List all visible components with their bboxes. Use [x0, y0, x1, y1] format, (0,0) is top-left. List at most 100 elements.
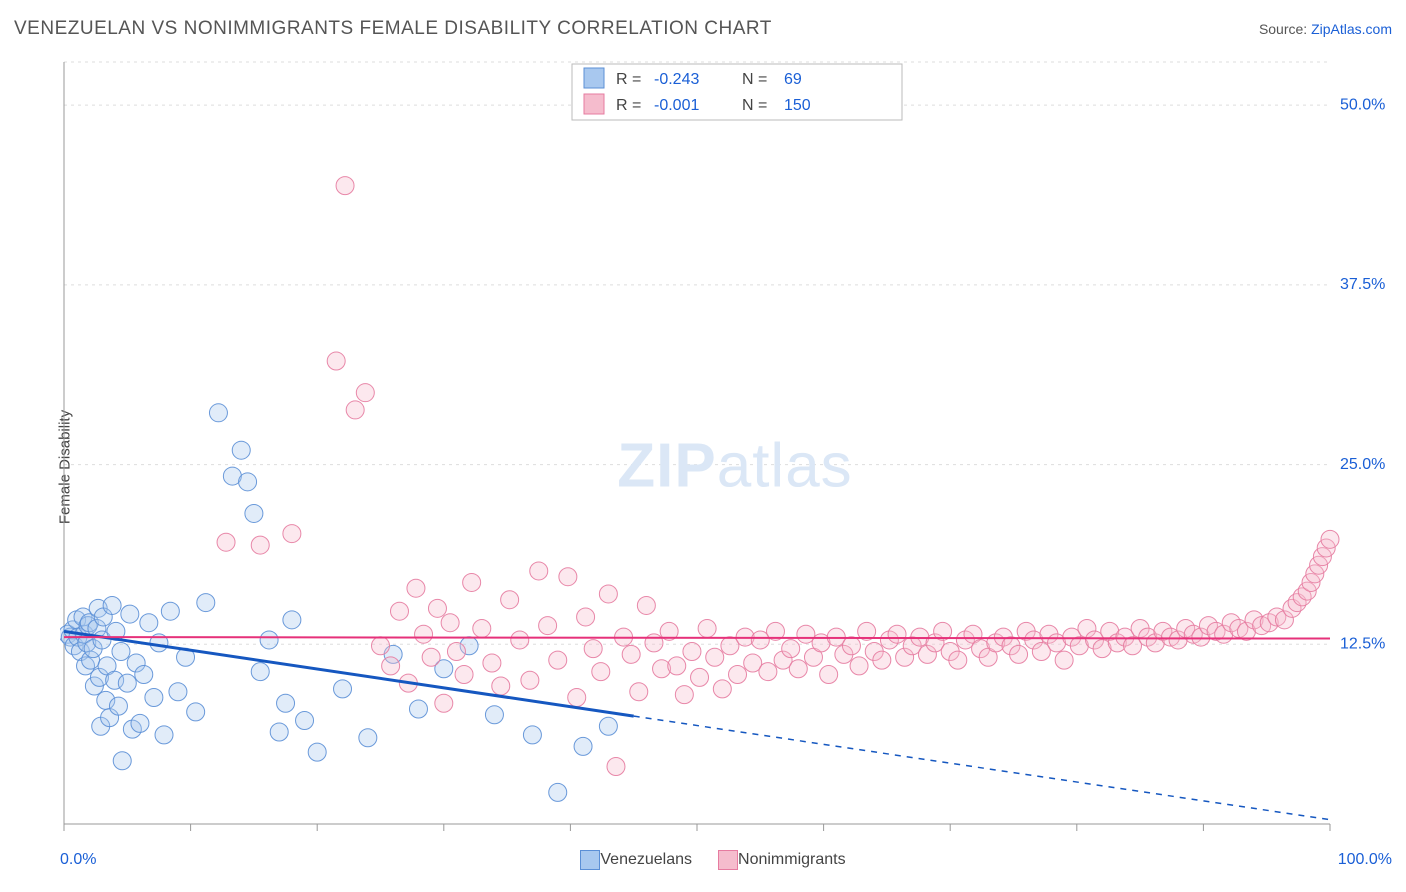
- scatter-plot: 12.5% 25.0% 37.5% 50.0% ZIPatlas R = -0.243 N =…: [60, 56, 1392, 838]
- data-point: [549, 783, 567, 801]
- data-point: [511, 631, 529, 649]
- data-point: [683, 642, 701, 660]
- data-point: [729, 665, 747, 683]
- data-point: [260, 631, 278, 649]
- y-tick-label: 50.0%: [1340, 96, 1385, 113]
- data-point: [346, 401, 364, 419]
- data-point: [277, 694, 295, 712]
- trendline-venezuelans-dashed: [634, 716, 1330, 820]
- data-point: [283, 525, 301, 543]
- data-point: [239, 473, 257, 491]
- stats-r-label: R =: [616, 97, 641, 114]
- data-point: [336, 177, 354, 195]
- data-point: [549, 651, 567, 669]
- data-point: [270, 723, 288, 741]
- data-point: [706, 648, 724, 666]
- data-point: [232, 441, 250, 459]
- source-label: Source:: [1259, 21, 1307, 37]
- data-point: [109, 697, 127, 715]
- data-point: [161, 602, 179, 620]
- x-axis-legend-row: 0.0% VenezuelansNonimmigrants 100.0%: [60, 842, 1392, 878]
- data-point: [145, 688, 163, 706]
- y-tick-label: 25.0%: [1340, 456, 1385, 473]
- data-point: [455, 665, 473, 683]
- data-point: [592, 663, 610, 681]
- data-point: [668, 657, 686, 675]
- data-point: [415, 625, 433, 643]
- watermark: ZIPatlas: [617, 432, 852, 501]
- data-point: [131, 714, 149, 732]
- data-point: [523, 726, 541, 744]
- data-point: [630, 683, 648, 701]
- data-point: [691, 668, 709, 686]
- data-point: [112, 642, 130, 660]
- data-point: [251, 663, 269, 681]
- data-point: [447, 642, 465, 660]
- data-point: [599, 585, 617, 603]
- stats-n-label: N =: [742, 71, 767, 88]
- data-point: [568, 688, 586, 706]
- data-point: [789, 660, 807, 678]
- stats-r-value: -0.243: [654, 71, 699, 88]
- stats-n-label: N =: [742, 97, 767, 114]
- x-max-label: 100.0%: [1338, 851, 1392, 869]
- data-point: [169, 683, 187, 701]
- data-point: [820, 665, 838, 683]
- data-point: [1055, 651, 1073, 669]
- legend-label: Venezuelans: [600, 851, 692, 868]
- data-point: [390, 602, 408, 620]
- legend-swatch: [580, 850, 600, 870]
- legend-label: Nonimmigrants: [738, 851, 846, 868]
- legend-swatch: [718, 850, 738, 870]
- chart-area: Female Disability 12.5%25.0%37.5%50.0%ZI…: [14, 56, 1392, 878]
- data-point: [584, 640, 602, 658]
- data-point: [622, 645, 640, 663]
- data-point: [1321, 530, 1339, 548]
- data-point: [873, 651, 891, 669]
- source-attribution: Source: ZipAtlas.com: [1259, 21, 1392, 37]
- y-tick-label: 12.5%: [1340, 636, 1385, 653]
- legend-swatch: [584, 68, 604, 88]
- data-point: [539, 617, 557, 635]
- data-point: [121, 605, 139, 623]
- data-point: [334, 680, 352, 698]
- data-point: [382, 657, 400, 675]
- stats-n-value: 69: [784, 71, 802, 88]
- data-point: [607, 757, 625, 775]
- data-point: [245, 504, 263, 522]
- data-point: [759, 663, 777, 681]
- data-point: [140, 614, 158, 632]
- data-point: [283, 611, 301, 629]
- data-point: [118, 674, 136, 692]
- source-link[interactable]: ZipAtlas.com: [1311, 21, 1392, 37]
- data-point: [197, 594, 215, 612]
- chart-header: VENEZUELAN VS NONIMMIGRANTS FEMALE DISAB…: [14, 18, 1392, 40]
- data-point: [577, 608, 595, 626]
- chart-title: VENEZUELAN VS NONIMMIGRANTS FEMALE DISAB…: [14, 18, 772, 40]
- data-point: [501, 591, 519, 609]
- data-point: [842, 637, 860, 655]
- data-point: [135, 665, 153, 683]
- data-point: [308, 743, 326, 761]
- data-point: [559, 568, 577, 586]
- data-point: [187, 703, 205, 721]
- data-point: [217, 533, 235, 551]
- data-point: [521, 671, 539, 689]
- data-point: [483, 654, 501, 672]
- data-point: [675, 686, 693, 704]
- series-venezuelans: [60, 404, 617, 802]
- data-point: [782, 640, 800, 658]
- data-point: [698, 619, 716, 637]
- data-point: [441, 614, 459, 632]
- data-point: [850, 657, 868, 675]
- y-tick-label: 37.5%: [1340, 276, 1385, 293]
- data-point: [463, 573, 481, 591]
- data-point: [422, 648, 440, 666]
- data-point: [492, 677, 510, 695]
- data-point: [155, 726, 173, 744]
- data-point: [888, 625, 906, 643]
- data-point: [530, 562, 548, 580]
- data-point: [637, 596, 655, 614]
- stats-n-value: 150: [784, 97, 811, 114]
- data-point: [372, 637, 390, 655]
